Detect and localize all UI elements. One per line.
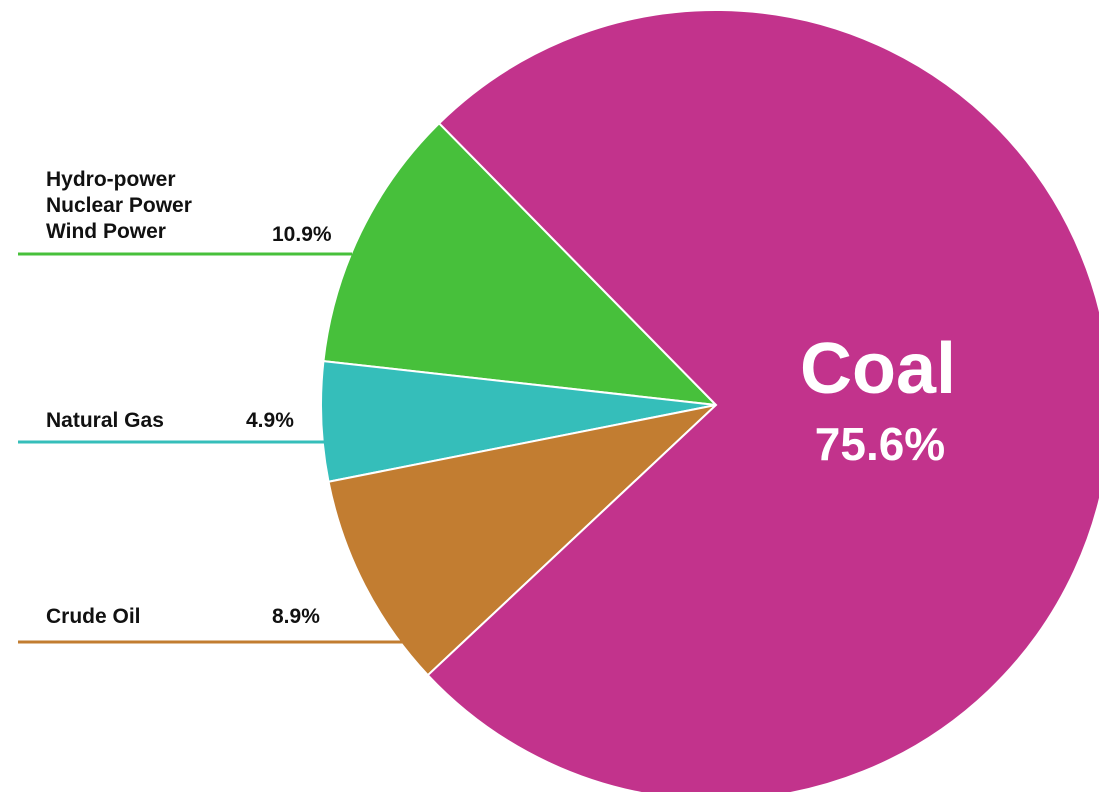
- label-layer: Coal 75.6% Hydro-power Nuclear Power Wind Po…: [46, 168, 956, 628]
- leader-layer: [18, 252, 406, 644]
- pie-slice-crude-oil: [327, 403, 720, 677]
- slice-label-hydro-power-nuclear-power-wind-power-line-2: Nuclear Power: [46, 194, 192, 217]
- slice-label-hydro-power-nuclear-power-wind-power-line-3: Wind Power: [46, 220, 166, 243]
- slice-value-hydro-power-nuclear-power-wind-power: 10.9%: [272, 223, 332, 246]
- slice-label-coal: Coal: [800, 329, 956, 409]
- slice-value-crude-oil: 8.9%: [272, 605, 320, 628]
- slice-label-natural-gas: Natural Gas: [46, 409, 164, 432]
- slice-label-crude-oil: Crude Oil: [46, 605, 141, 628]
- slice-value-coal: 75.6%: [815, 418, 945, 470]
- slice-value-natural-gas: 4.9%: [246, 409, 294, 432]
- pie-slice-coal: [426, 9, 1099, 797]
- slice-label-hydro-power-nuclear-power-wind-power-line-1: Hydro-power: [46, 168, 176, 191]
- slice-layer: [320, 9, 1099, 797]
- pie-slice-hydro-power-nuclear-power-wind-power: [322, 121, 719, 407]
